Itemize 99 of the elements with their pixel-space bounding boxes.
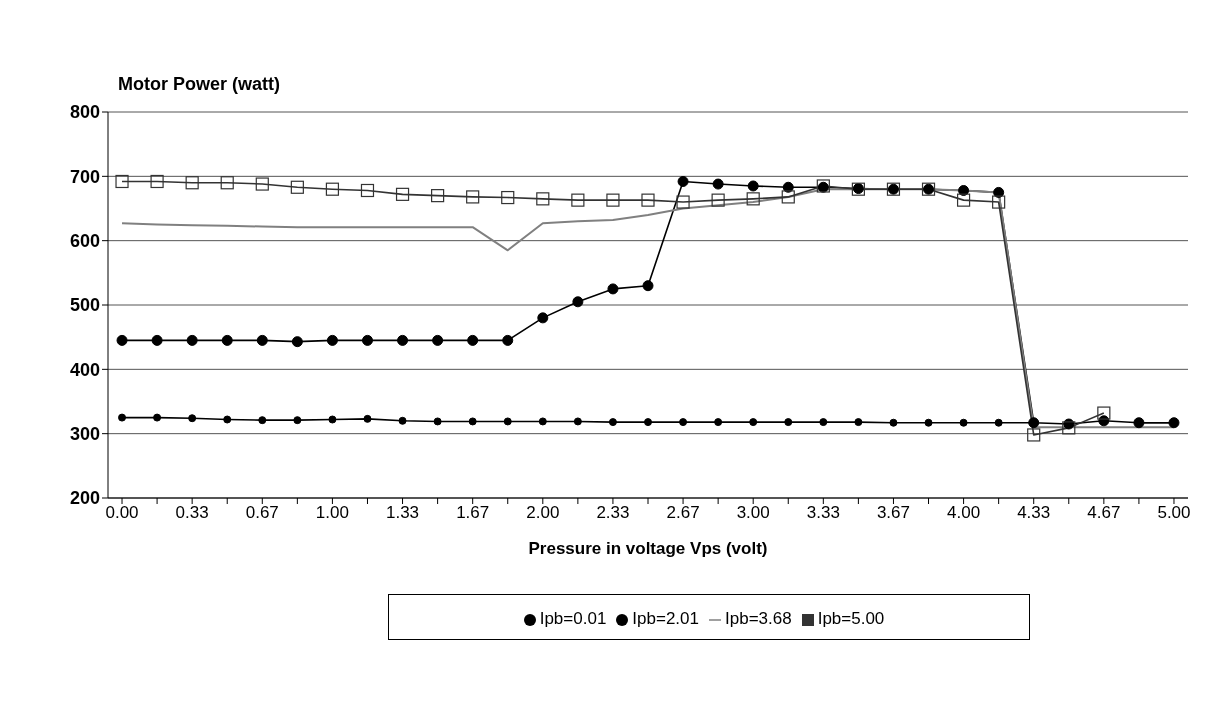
point — [784, 418, 793, 427]
point — [573, 417, 582, 426]
point — [153, 413, 162, 422]
point — [676, 195, 690, 209]
point — [1027, 428, 1041, 442]
x-tick-label: 1.67 — [456, 503, 490, 523]
point — [679, 418, 688, 427]
point — [644, 418, 652, 427]
point — [503, 417, 512, 426]
point — [223, 415, 232, 424]
point — [854, 418, 863, 427]
y-tick-label: 800 — [69, 102, 100, 123]
point — [361, 334, 373, 346]
point — [992, 195, 1006, 209]
point — [395, 187, 410, 201]
y-tick-label: 300 — [69, 424, 100, 445]
point — [641, 193, 655, 207]
legend-label: Ipb=3.68 — [725, 609, 792, 628]
point — [220, 176, 234, 190]
y-tick-label: 500 — [69, 295, 100, 316]
point — [819, 418, 828, 427]
point — [468, 417, 477, 426]
point — [714, 418, 723, 427]
x-tick-label: 3.00 — [736, 503, 770, 523]
point — [607, 283, 619, 295]
point — [781, 190, 795, 204]
point — [501, 190, 515, 205]
point — [537, 312, 549, 324]
point — [397, 334, 409, 346]
y-tick-label: 600 — [69, 231, 100, 252]
point — [150, 174, 164, 189]
point — [924, 418, 933, 427]
point — [959, 418, 968, 427]
x-tick-label: 4.33 — [1017, 503, 1051, 523]
point — [291, 336, 303, 348]
legend-label: Ipb=0.01 — [539, 609, 607, 628]
point — [608, 418, 617, 427]
x-tick-label: 0.33 — [175, 503, 209, 523]
point — [466, 190, 480, 204]
x-tick-label: 3.33 — [806, 503, 840, 523]
point — [115, 174, 129, 189]
point — [221, 334, 233, 346]
y-axis-title: Motor Power (watt) — [118, 74, 280, 95]
point — [118, 413, 127, 422]
x-tick-label: 0.67 — [245, 503, 279, 523]
point — [328, 415, 337, 424]
point — [677, 175, 689, 187]
point — [290, 180, 304, 194]
x-tick-label: 1.00 — [315, 503, 349, 523]
x-tick-label: 2.00 — [526, 503, 560, 523]
point — [433, 417, 442, 426]
point — [538, 417, 547, 426]
point — [188, 414, 197, 423]
point — [255, 177, 269, 191]
legend-label: Ipb=5.00 — [817, 609, 885, 628]
point — [431, 189, 445, 203]
point — [572, 296, 584, 308]
x-axis-title: Pressure in voltage Vps (volt) — [528, 539, 768, 558]
x-tick-label: 3.67 — [876, 503, 910, 523]
point — [502, 334, 514, 346]
point — [432, 334, 444, 346]
point — [536, 192, 550, 206]
x-tick-label: 5.00 — [1157, 503, 1191, 523]
point — [747, 180, 759, 192]
point — [746, 192, 760, 206]
point — [606, 193, 620, 207]
y-tick-label: 700 — [69, 166, 100, 187]
point — [994, 418, 1003, 427]
point — [116, 334, 128, 346]
point — [360, 183, 375, 198]
legend-label: Ipb=2.01 — [632, 609, 699, 628]
x-tick-label: 2.67 — [666, 503, 700, 523]
point — [186, 334, 198, 346]
point — [467, 334, 479, 346]
point — [711, 193, 725, 207]
point — [642, 280, 654, 292]
point — [256, 334, 268, 346]
point — [889, 418, 898, 427]
point — [571, 193, 585, 207]
point — [325, 182, 340, 196]
y-tick-label: 200 — [69, 488, 100, 509]
x-tick-label: 4.67 — [1087, 503, 1121, 523]
x-tick-label: 2.33 — [596, 503, 630, 523]
x-tick-label: 4.00 — [947, 503, 981, 523]
point — [363, 414, 372, 423]
point — [326, 334, 338, 346]
x-tick-label: 0.00 — [105, 503, 139, 523]
point — [258, 416, 267, 425]
point — [398, 416, 407, 425]
point — [151, 334, 163, 346]
x-tick-label: 1.33 — [386, 503, 420, 523]
point — [1097, 406, 1111, 420]
point — [1062, 421, 1076, 435]
y-tick-label: 400 — [69, 359, 100, 380]
point — [293, 416, 302, 425]
point — [749, 418, 758, 427]
point — [185, 176, 199, 190]
point — [712, 178, 724, 190]
point — [956, 193, 971, 207]
